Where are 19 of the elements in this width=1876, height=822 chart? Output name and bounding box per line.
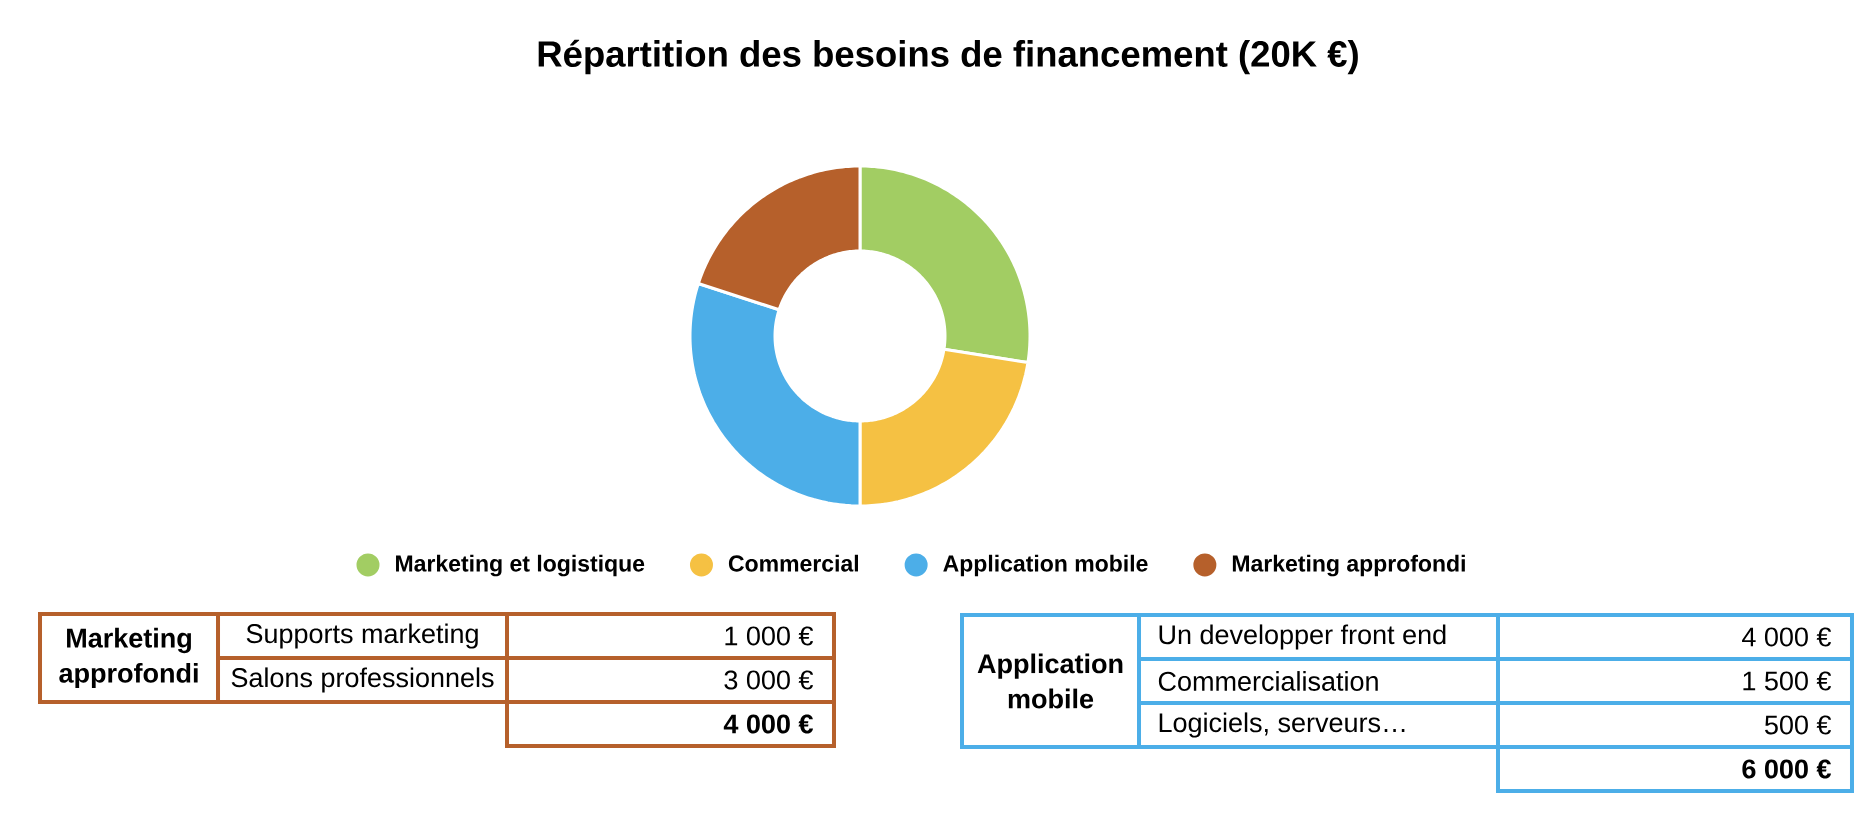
legend-label: Marketing approfondi	[1232, 554, 1465, 577]
category-label: Salons professionnels	[231, 667, 494, 693]
text: 6 000 €	[1742, 759, 1831, 779]
legend-label: Commercial	[728, 554, 859, 572]
data-label: 4 000 €	[1742, 627, 1832, 647]
legend-label: Marketing et logistique	[396, 554, 645, 577]
data-label: 1 500 €	[1743, 671, 1832, 691]
category-label: Logiciels, serveurs…	[1159, 712, 1405, 738]
data-label: 500 €	[1765, 715, 1832, 735]
text: Application mobile	[977, 653, 1123, 709]
legend-label: Application mobile	[943, 554, 1148, 577]
data-label: 3 000 €	[724, 670, 814, 690]
chart-title: Répartition des besoins de financement (20K €)	[538, 39, 1358, 75]
category-label: Un developper front end	[1159, 624, 1446, 650]
data-label: 1 000 €	[725, 626, 814, 646]
text: 4 000 €	[723, 714, 813, 734]
category-label: Supports marketing	[246, 623, 478, 649]
text: Marketing approfondi	[59, 627, 198, 689]
category-label: Commercialisation	[1158, 671, 1378, 691]
